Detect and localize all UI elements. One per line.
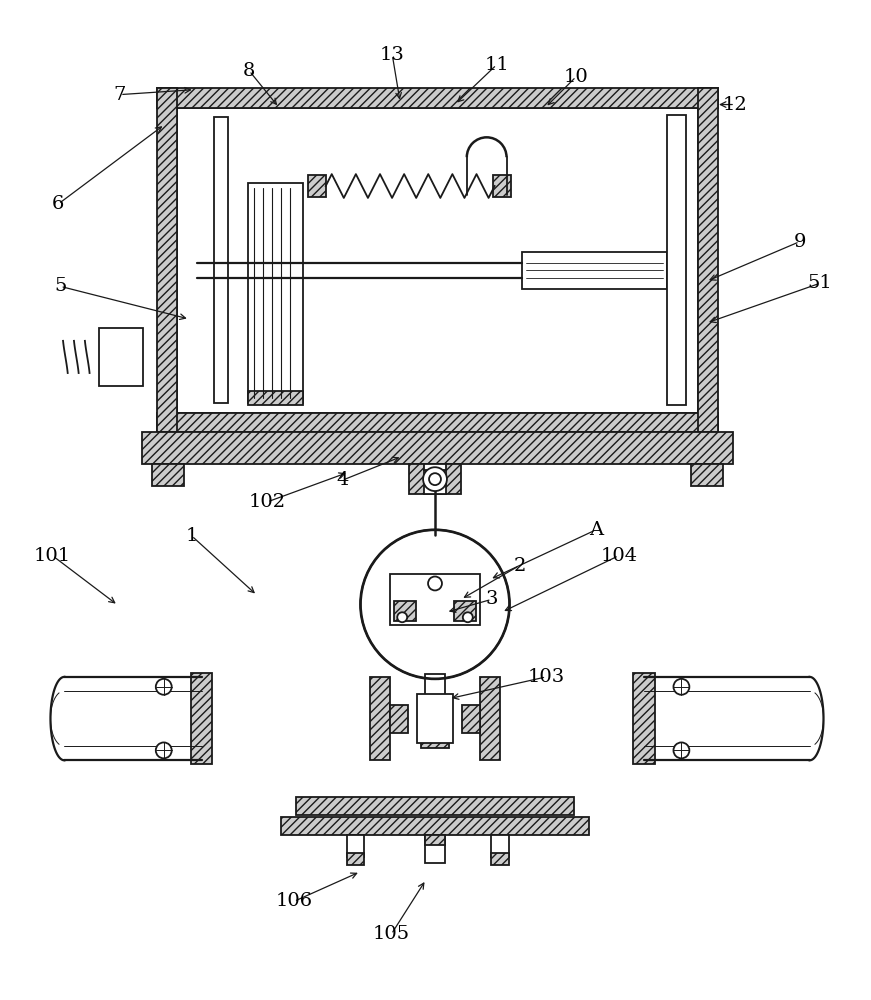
Bar	[632, 673, 655, 764]
Text: 51: 51	[807, 274, 832, 292]
Bar	[191, 673, 213, 764]
Bar	[424, 464, 446, 470]
Bar	[390, 574, 480, 625]
Circle shape	[429, 473, 441, 485]
Text: 102: 102	[248, 493, 286, 511]
Circle shape	[361, 530, 510, 679]
Bar	[214, 117, 228, 403]
Circle shape	[156, 679, 172, 695]
Bar	[157, 413, 719, 432]
Bar	[490, 853, 509, 865]
Bar	[409, 464, 461, 494]
Bar	[395, 601, 416, 621]
Bar	[296, 797, 574, 815]
Circle shape	[423, 467, 447, 491]
Text: 106: 106	[275, 892, 313, 910]
Text: 13: 13	[380, 46, 405, 64]
Text: 104: 104	[600, 547, 638, 565]
Text: 103: 103	[528, 668, 565, 686]
Bar	[462, 705, 480, 733]
Circle shape	[673, 679, 689, 695]
Circle shape	[397, 612, 407, 622]
Bar	[177, 108, 699, 413]
Bar	[157, 88, 177, 432]
Bar	[177, 108, 699, 413]
Circle shape	[428, 577, 442, 590]
Bar	[490, 835, 509, 857]
Bar	[425, 674, 445, 696]
Bar	[699, 88, 719, 432]
Text: 9: 9	[793, 233, 806, 251]
Bar	[425, 835, 445, 863]
Bar	[157, 88, 719, 108]
Bar	[390, 705, 408, 733]
Text: 10: 10	[564, 68, 589, 86]
Bar	[281, 817, 589, 835]
Text: 2: 2	[513, 557, 526, 575]
Text: A: A	[589, 521, 603, 539]
Text: 11: 11	[484, 56, 509, 74]
Circle shape	[673, 742, 689, 758]
Text: 8: 8	[243, 62, 255, 80]
Bar	[454, 601, 476, 621]
Text: 1: 1	[186, 527, 198, 545]
Bar	[370, 677, 390, 760]
Text: 7: 7	[114, 86, 126, 104]
Bar	[493, 175, 510, 197]
Text: 105: 105	[373, 925, 410, 943]
Text: 5: 5	[54, 277, 66, 295]
Bar	[152, 464, 184, 486]
Text: 12: 12	[723, 96, 747, 114]
Bar	[307, 175, 326, 197]
Bar	[99, 328, 143, 386]
Bar	[347, 853, 364, 865]
Bar	[421, 721, 449, 748]
Text: 101: 101	[34, 547, 71, 565]
Bar	[248, 183, 303, 403]
Text: 3: 3	[485, 590, 498, 608]
Bar	[480, 677, 500, 760]
Bar	[347, 835, 364, 857]
Text: 4: 4	[336, 471, 348, 489]
Bar	[523, 252, 666, 289]
Bar	[417, 694, 453, 743]
Bar	[425, 835, 445, 845]
Bar	[142, 432, 733, 464]
Bar	[197, 263, 251, 278]
Text: 6: 6	[52, 195, 64, 213]
Bar	[424, 470, 446, 494]
Bar	[248, 391, 303, 405]
Bar	[692, 464, 723, 486]
Circle shape	[463, 612, 473, 622]
Bar	[666, 115, 686, 405]
Circle shape	[156, 742, 172, 758]
